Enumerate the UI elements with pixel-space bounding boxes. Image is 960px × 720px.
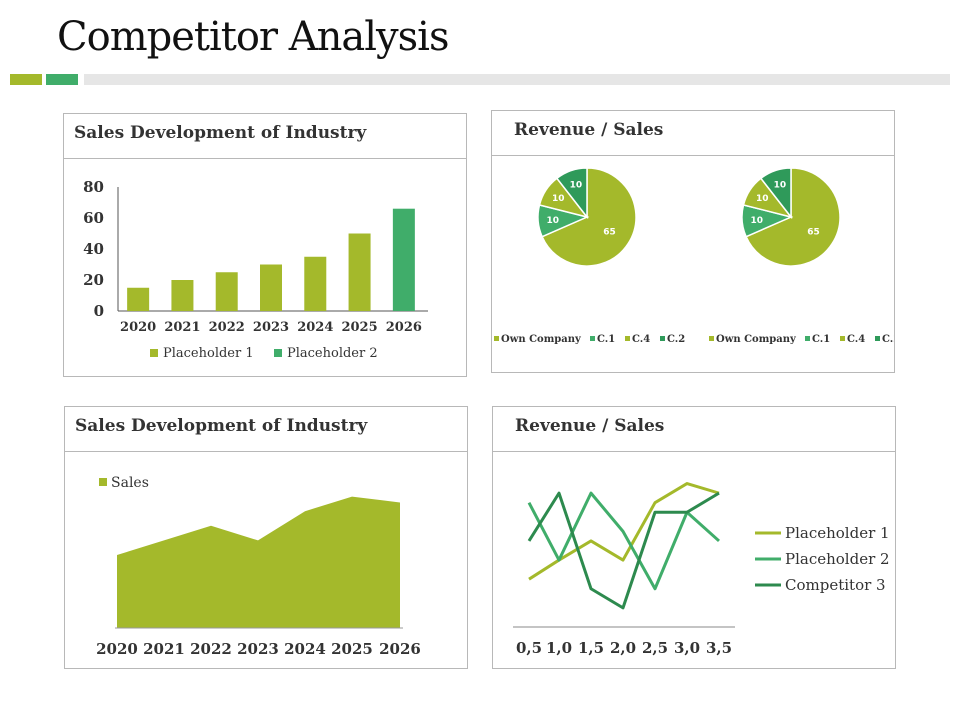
legend-swatch (660, 336, 665, 341)
title-accent-bar-1 (10, 74, 42, 85)
bar (260, 264, 282, 311)
bar-chart: 0 20 40 60 80 2020 2021 2022 2023 2024 2025 2026 Pla… (83, 178, 428, 361)
legend-label: Placeholder 2 (785, 550, 890, 568)
line-series (527, 491, 721, 591)
panel-title: Revenue / Sales (514, 120, 664, 140)
x-tick-label: 2020 (96, 640, 138, 658)
y-tick-label: 20 (83, 271, 104, 289)
bar (304, 256, 327, 311)
area-chart: 2020 2021 2022 2023 2024 2025 2026 Sales (96, 475, 421, 658)
x-tick-label: 2,0 (610, 639, 636, 657)
legend-swatch (99, 478, 107, 486)
x-tick-label: 2024 (284, 640, 326, 658)
page-title: Competitor Analysis (57, 14, 449, 60)
pie-data-label: 10 (552, 194, 565, 204)
legend-label: C.1 (597, 334, 615, 345)
pie-data-label: 65 (807, 228, 820, 238)
line-chart-panel: Revenue / Sales 0,5 1,0 1,5 2,0 2,5 3,0 3,5 Pla… (492, 406, 896, 669)
y-tick-label: 60 (83, 209, 104, 227)
legend-label: C.4 (632, 334, 650, 345)
x-tick-label: 3,0 (674, 639, 700, 657)
panel-header: Revenue / Sales (492, 111, 894, 156)
pie-charts-panel: Revenue / Sales 65 10 10 10 Own Company C.1 C.… (491, 110, 895, 373)
legend-label: C.1 (812, 334, 830, 345)
legend-label: Own Company (716, 334, 797, 345)
panel-header: Sales Development of Industry (64, 114, 466, 159)
legend-label: Sales (111, 475, 149, 491)
x-tick-label: 2025 (341, 320, 377, 335)
line-chart: 0,5 1,0 1,5 2,0 2,5 3,0 3,5 Placeholder 1 Placeh… (513, 482, 890, 657)
bar-chart-panel: Sales Development of Industry 0 20 40 60 80 2… (63, 113, 467, 377)
pie-data-label: 10 (774, 181, 787, 191)
x-tick-label: 2025 (331, 640, 373, 658)
pie-data-label: 10 (570, 181, 583, 191)
panel-title: Sales Development of Industry (75, 416, 368, 436)
x-tick-label: 2023 (237, 640, 279, 658)
line-series (527, 491, 720, 610)
x-tick-label: 2022 (190, 640, 232, 658)
x-tick-label: 2026 (379, 640, 421, 658)
x-tick-label: 2026 (386, 320, 422, 335)
bar (127, 287, 150, 311)
legend-swatch (805, 336, 810, 341)
x-tick-label: 2023 (253, 320, 289, 335)
x-tick-label: 2021 (143, 640, 185, 658)
pie-data-label: 10 (547, 216, 560, 226)
pie-slice (541, 167, 637, 267)
pie-data-label: 65 (603, 228, 616, 238)
legend-label: C.2 (667, 334, 685, 345)
bar (392, 208, 415, 311)
x-tick-label: 0,5 (516, 639, 542, 657)
x-tick-label: 3,5 (706, 639, 732, 657)
legend-swatch (274, 349, 282, 357)
x-tick-label: 2021 (164, 320, 200, 335)
x-tick-label: 2,5 (642, 639, 668, 657)
legend-swatch (494, 336, 499, 341)
y-tick-label: 80 (83, 178, 104, 196)
legend-swatch (875, 336, 880, 341)
panel-title: Sales Development of Industry (74, 123, 367, 143)
legend-label: Placeholder 2 (287, 346, 378, 361)
legend-label: Competitor 3 (785, 576, 886, 594)
area-chart-panel: Sales Development of Industry 2020 2021 20… (64, 406, 468, 669)
bar (348, 233, 371, 311)
legend-label: Placeholder 1 (785, 524, 890, 542)
legend-label: C.4 (847, 334, 865, 345)
x-tick-label: 1,0 (546, 639, 572, 657)
legend-swatch (840, 336, 845, 341)
bar (171, 280, 194, 311)
pie-slice (555, 167, 588, 220)
legend-label: Placeholder 1 (163, 346, 254, 361)
legend-swatch (625, 336, 630, 341)
panel-title: Revenue / Sales (515, 416, 665, 436)
pie-charts: 65 10 10 10 Own Company C.1 C.4 C.2 65 10 10 10 Own … (494, 167, 894, 345)
x-tick-label: 2020 (120, 320, 156, 335)
pie-slice (759, 167, 792, 220)
y-tick-label: 40 (83, 240, 104, 258)
legend-label: Own Company (501, 334, 582, 345)
panel-header: Sales Development of Industry (65, 407, 467, 452)
x-tick-label: 2022 (209, 320, 245, 335)
x-tick-label: 2024 (297, 320, 333, 335)
x-tick-label: 1,5 (578, 639, 604, 657)
pie-data-label: 10 (751, 216, 764, 226)
y-tick-label: 0 (94, 302, 104, 320)
title-accent-bar-2 (46, 74, 78, 85)
pie-slice (745, 167, 841, 267)
legend-swatch (590, 336, 595, 341)
bar (215, 272, 238, 311)
area-series (117, 496, 400, 628)
pie-data-label: 10 (756, 194, 769, 204)
legend-swatch (150, 349, 158, 357)
panel-header: Revenue / Sales (493, 407, 895, 452)
title-accent-bar-3 (84, 74, 950, 85)
legend-swatch (709, 336, 714, 341)
legend-label: C.2 (882, 334, 894, 345)
